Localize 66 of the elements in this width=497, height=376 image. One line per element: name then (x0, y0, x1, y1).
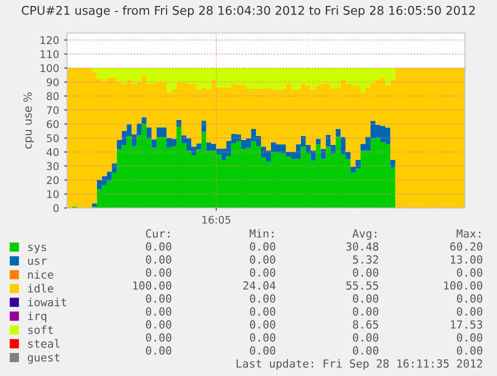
text: 0.00 (146, 307, 172, 316)
y-tick-label: 40 (46, 148, 59, 156)
text: 5.32 (353, 255, 378, 264)
text: 30.48 (346, 242, 378, 251)
text: Avg: (352, 229, 376, 240)
text: 24.04 (243, 281, 276, 290)
text: 0.00 (146, 333, 172, 342)
text: 0.00 (146, 242, 172, 251)
text: 0.00 (456, 294, 482, 303)
legend-label: idle (28, 284, 54, 293)
text: 0.00 (456, 307, 482, 316)
y-axis-title: cpu use % (23, 92, 34, 149)
text: 0.00 (146, 294, 172, 303)
text: 0.00 (250, 255, 276, 264)
y-tick-label: 70 (46, 106, 59, 114)
y-tick-label: 0 (53, 204, 59, 212)
legend-label: nice (28, 270, 54, 279)
text: 0.00 (250, 242, 276, 251)
legend-label: sys (28, 244, 46, 254)
y-tick-label: 60 (46, 120, 59, 128)
text: 0.00 (456, 333, 482, 342)
text: 0.00 (352, 307, 378, 316)
text: 100.00 (133, 281, 172, 290)
text: 0.00 (250, 294, 276, 303)
text: 100.00 (444, 281, 482, 290)
y-tick-label: 120 (40, 36, 59, 44)
y-tick-label: 10 (47, 190, 59, 198)
text: 0.00 (456, 346, 482, 355)
legend-label: usr (28, 258, 47, 265)
text: 0.00 (146, 346, 172, 355)
text: 0.00 (352, 294, 378, 303)
text: Max: (456, 229, 480, 238)
legend-label: guest (28, 354, 60, 364)
text: 0.00 (146, 255, 172, 264)
text: 13.00 (450, 255, 482, 264)
y-tick-label: 50 (46, 134, 59, 142)
y-tick-label: 30 (46, 162, 59, 170)
text: 55.55 (346, 281, 378, 290)
y-tick-label: 80 (46, 92, 59, 100)
text: 0.00 (250, 346, 276, 355)
text: 0.00 (352, 333, 378, 342)
text: Last update: Fri Sep 28 16:11:35 2012 (236, 359, 482, 370)
legend-label: irq (28, 312, 46, 322)
legend-label: steal (28, 339, 60, 348)
text: 0.00 (250, 307, 276, 316)
text: 0.00 (146, 268, 172, 277)
text: 17.53 (450, 320, 482, 329)
y-tick-label: 90 (46, 78, 59, 86)
text: 0.00 (352, 268, 378, 277)
text: 8.65 (352, 320, 378, 329)
text: 0.00 (146, 320, 172, 329)
text: Cur: (146, 229, 170, 238)
legend-label: soft (28, 325, 53, 334)
y-tick-label: 110 (40, 50, 59, 58)
text: 60.20 (450, 242, 482, 251)
y-tick-label: 100 (40, 64, 59, 72)
text: 0.00 (352, 346, 378, 355)
text: Min: (250, 229, 274, 238)
text: 16:05 (202, 216, 230, 224)
text: 0.00 (250, 268, 276, 277)
text: 0.00 (250, 320, 276, 329)
chart-title: CPU#21 usage - from Fri Sep 28 16:04:30 2012 to Fri Sep 28 16:05:50 2012 (22, 6, 475, 18)
y-tick-label: 20 (46, 176, 59, 184)
text: 0.00 (250, 333, 276, 342)
text: 0.00 (456, 268, 482, 277)
legend-label: iowait (28, 298, 66, 306)
